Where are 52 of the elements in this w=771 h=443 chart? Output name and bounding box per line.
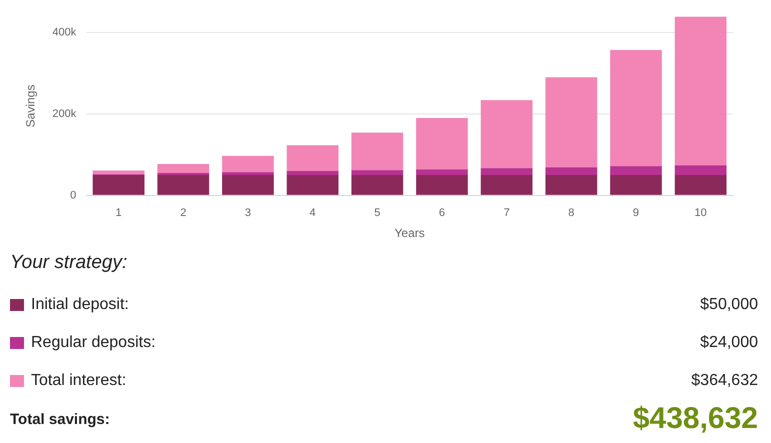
bar (157, 164, 210, 173)
x-tick-label: 10 (694, 207, 707, 220)
bar (286, 175, 338, 195)
bar (157, 175, 210, 195)
y-axis-title: Savings (24, 84, 38, 128)
x-tick-label: 9 (632, 207, 640, 220)
x-axis-title: Years (394, 226, 425, 240)
bar (351, 132, 404, 170)
x-tick-label: 5 (374, 207, 380, 220)
bar (286, 145, 338, 171)
bar (480, 175, 533, 195)
bar (674, 175, 727, 195)
bar (674, 165, 727, 176)
bar (222, 172, 274, 176)
bar (222, 156, 274, 172)
legend-label: Total interest: (30, 372, 126, 390)
text: $438,632 (632, 402, 758, 436)
legend-label: Initial deposit: (30, 296, 129, 314)
bar (545, 175, 598, 195)
x-tick-label: 4 (310, 207, 316, 220)
bar (610, 50, 662, 166)
x-tick-label: 1 (116, 207, 122, 220)
bar (416, 175, 468, 195)
bar (545, 167, 598, 176)
bar (610, 175, 662, 195)
bar (545, 77, 598, 168)
bar (351, 170, 404, 176)
x-tick-label: 7 (504, 207, 510, 220)
bar (286, 170, 338, 176)
bar (416, 118, 468, 170)
text: Total savings: (10, 410, 110, 428)
bar (351, 175, 404, 195)
text: Your strategy: (10, 252, 128, 275)
bar (480, 168, 533, 176)
y-tick-label: 0 (70, 189, 76, 202)
text: $50,000 (700, 296, 758, 314)
text: $24,000 (700, 334, 758, 352)
x-tick-label: 8 (568, 207, 574, 220)
x-tick-label: 3 (244, 207, 251, 220)
bar (610, 166, 662, 176)
x-tick-label: 2 (180, 207, 186, 220)
bar (480, 100, 533, 168)
y-tick-label: 400k (52, 26, 77, 39)
text: $364,632 (691, 372, 758, 390)
bar (222, 175, 274, 195)
legend-label: Regular deposits: (30, 334, 156, 352)
bar (92, 170, 144, 174)
x-tick-label: 6 (438, 207, 446, 220)
bar (92, 175, 144, 195)
y-tick-label: 200k (52, 108, 77, 120)
bar (674, 16, 727, 166)
bar (416, 169, 468, 176)
